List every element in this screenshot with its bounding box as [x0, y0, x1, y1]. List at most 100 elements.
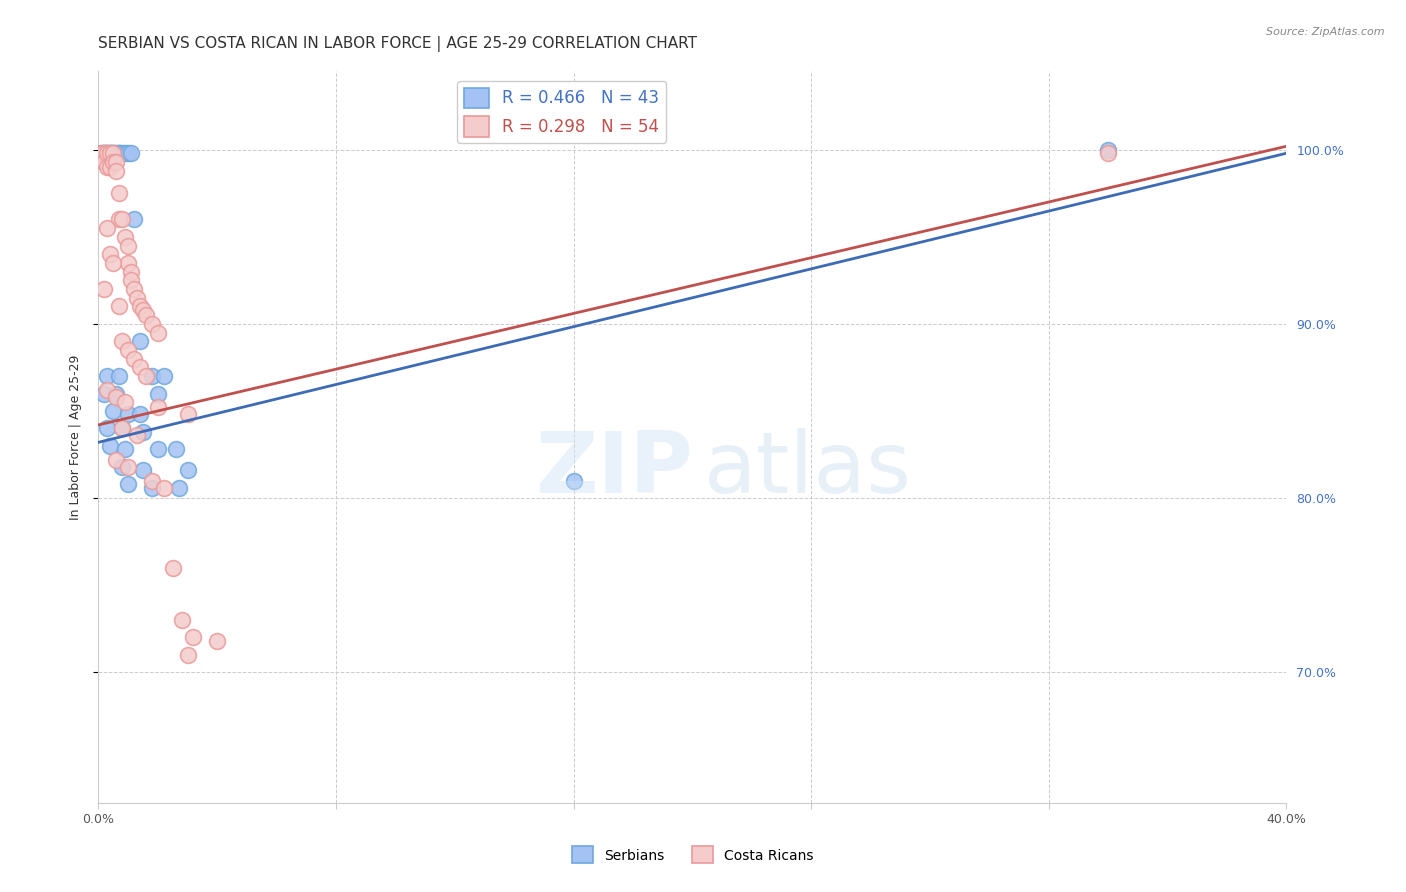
Point	[105, 146, 128, 161]
Point	[114, 146, 136, 161]
Point	[98, 146, 121, 161]
Text: atlas: atlas	[704, 428, 912, 511]
Point	[111, 146, 134, 161]
Point	[105, 390, 128, 404]
Point	[93, 155, 115, 169]
Point	[93, 386, 115, 401]
Point	[114, 229, 136, 244]
Point	[141, 317, 163, 331]
Point	[176, 648, 198, 662]
Point	[162, 560, 184, 574]
Point	[129, 408, 152, 422]
Point	[108, 186, 131, 201]
Point	[103, 404, 125, 418]
Point	[562, 474, 585, 488]
Point	[141, 369, 163, 384]
Point	[207, 633, 229, 648]
Point	[129, 360, 152, 375]
Point	[98, 146, 121, 161]
Point	[96, 369, 118, 384]
Point	[125, 291, 148, 305]
Point	[108, 146, 131, 161]
Point	[120, 146, 142, 161]
Point	[176, 408, 198, 422]
Point	[141, 481, 163, 495]
Point	[103, 155, 125, 169]
Point	[111, 459, 134, 474]
Point	[93, 146, 115, 161]
Point	[132, 425, 155, 439]
Point	[96, 160, 118, 174]
Point	[117, 343, 139, 357]
Point	[146, 326, 169, 340]
Point	[108, 369, 131, 384]
Point	[183, 631, 205, 645]
Point	[146, 442, 169, 457]
Point	[122, 351, 145, 366]
Point	[103, 256, 125, 270]
Point	[117, 146, 139, 161]
Point	[98, 247, 121, 261]
Point	[170, 613, 193, 627]
Point	[103, 146, 125, 161]
Point	[105, 163, 128, 178]
Point	[141, 474, 163, 488]
Point	[165, 442, 187, 457]
Point	[120, 273, 142, 287]
Point	[122, 282, 145, 296]
Legend: Serbians, Costa Ricans: Serbians, Costa Ricans	[567, 841, 818, 869]
Y-axis label: In Labor Force | Age 25-29: In Labor Force | Age 25-29	[69, 354, 82, 520]
Point	[96, 146, 118, 161]
Point	[105, 386, 128, 401]
Point	[152, 481, 174, 495]
Point	[146, 401, 169, 415]
Point	[146, 386, 169, 401]
Point	[111, 212, 134, 227]
Point	[98, 146, 121, 161]
Point	[96, 221, 118, 235]
Point	[132, 463, 155, 477]
Text: ZIP: ZIP	[534, 428, 693, 511]
Point	[1097, 143, 1119, 157]
Point	[167, 481, 190, 495]
Point	[96, 383, 118, 397]
Point	[135, 308, 157, 322]
Point	[98, 439, 121, 453]
Point	[93, 146, 115, 161]
Point	[103, 146, 125, 161]
Point	[90, 146, 112, 161]
Point	[90, 146, 112, 161]
Point	[111, 421, 134, 435]
Point	[117, 459, 139, 474]
Point	[98, 160, 121, 174]
Point	[129, 300, 152, 314]
Point	[117, 238, 139, 252]
Point	[111, 421, 134, 435]
Point	[120, 265, 142, 279]
Point	[108, 212, 131, 227]
Point	[135, 369, 157, 384]
Point	[117, 408, 139, 422]
Point	[1097, 146, 1119, 161]
Point	[114, 442, 136, 457]
Point	[108, 146, 131, 161]
Point	[114, 395, 136, 409]
Point	[111, 334, 134, 349]
Point	[129, 334, 152, 349]
Point	[117, 477, 139, 491]
Point	[103, 146, 125, 161]
Point	[125, 428, 148, 442]
Point	[152, 369, 174, 384]
Point	[105, 452, 128, 467]
Point	[93, 146, 115, 161]
Point	[176, 463, 198, 477]
Text: Source: ZipAtlas.com: Source: ZipAtlas.com	[1267, 27, 1385, 37]
Point	[93, 282, 115, 296]
Point	[105, 155, 128, 169]
Point	[117, 256, 139, 270]
Point	[96, 146, 118, 161]
Text: SERBIAN VS COSTA RICAN IN LABOR FORCE | AGE 25-29 CORRELATION CHART: SERBIAN VS COSTA RICAN IN LABOR FORCE | …	[98, 36, 697, 52]
Point	[96, 146, 118, 161]
Point	[108, 300, 131, 314]
Point	[96, 421, 118, 435]
